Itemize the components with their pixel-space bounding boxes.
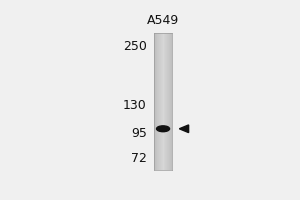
Bar xyxy=(171,33,172,170)
Bar xyxy=(154,33,155,170)
Bar xyxy=(169,33,170,170)
Bar xyxy=(162,33,163,170)
Bar xyxy=(164,33,165,170)
Bar xyxy=(167,33,168,170)
Bar xyxy=(165,33,166,170)
Text: 250: 250 xyxy=(123,40,147,53)
Bar xyxy=(155,33,156,170)
Bar xyxy=(163,33,164,170)
Bar xyxy=(161,33,162,170)
Bar xyxy=(166,33,167,170)
Text: 130: 130 xyxy=(123,99,147,112)
Bar xyxy=(160,33,161,170)
Bar xyxy=(170,33,171,170)
Bar xyxy=(157,33,158,170)
Bar xyxy=(168,33,169,170)
Text: 72: 72 xyxy=(131,152,147,165)
Text: A549: A549 xyxy=(147,14,179,27)
Bar xyxy=(169,33,170,170)
Ellipse shape xyxy=(157,126,169,132)
Bar xyxy=(159,33,160,170)
Bar xyxy=(156,33,157,170)
Polygon shape xyxy=(179,125,189,133)
Text: 95: 95 xyxy=(131,127,147,140)
Bar xyxy=(158,33,159,170)
